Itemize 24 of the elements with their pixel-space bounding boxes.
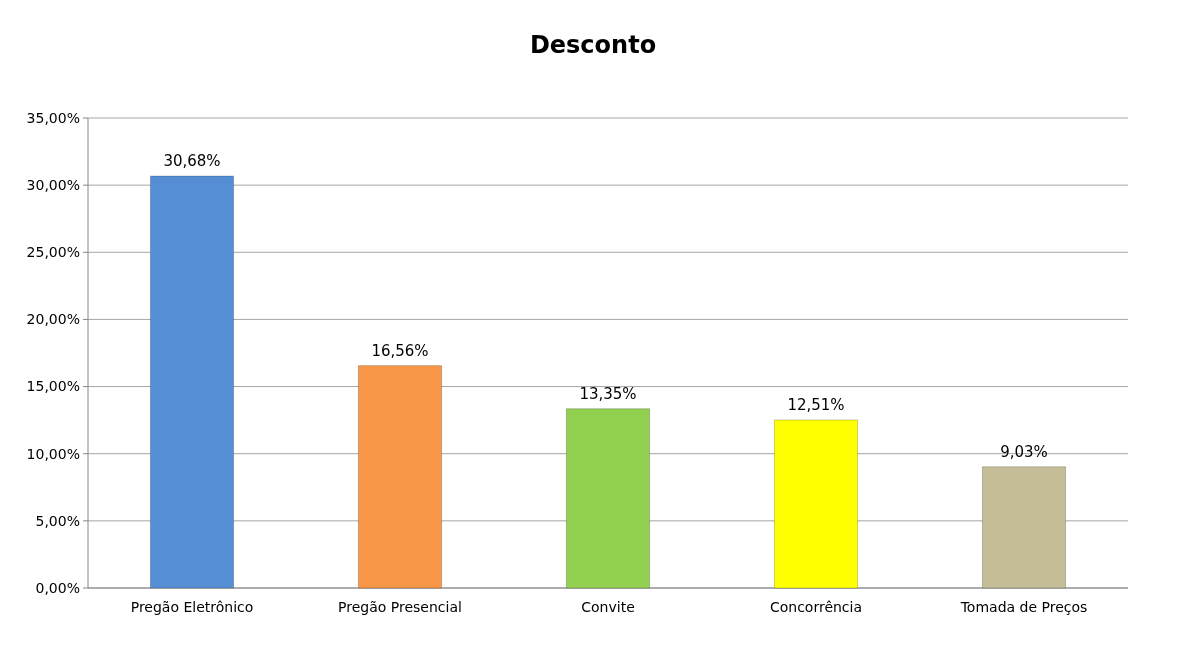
x-tick-label: Concorrência xyxy=(769,599,863,615)
bar xyxy=(981,466,1067,589)
chart-title: Desconto xyxy=(529,31,657,59)
data-label: 16,56% xyxy=(371,341,429,360)
bar xyxy=(773,419,859,589)
y-tick-label: 0,00% xyxy=(35,579,80,596)
y-tick-label: 35,00% xyxy=(26,109,80,126)
y-tick-label: 30,00% xyxy=(26,177,80,194)
x-tick-label: Pregão Eletrônico xyxy=(130,599,254,615)
data-label: 30,68% xyxy=(163,152,221,171)
y-tick-label: 20,00% xyxy=(26,311,80,328)
data-label: 13,35% xyxy=(579,384,637,403)
bar xyxy=(565,408,651,589)
x-tick-label: Pregão Presencial xyxy=(338,599,462,615)
data-label: 9,03% xyxy=(1000,442,1048,461)
x-tick-label: Tomada de Preços xyxy=(959,599,1088,615)
y-tick-label: 25,00% xyxy=(26,244,80,261)
bar xyxy=(357,365,443,589)
y-tick-label: 10,00% xyxy=(26,445,80,462)
y-tick-label: 15,00% xyxy=(26,378,80,395)
data-label: 12,51% xyxy=(787,396,845,415)
bar xyxy=(149,175,235,589)
y-tick-label: 5,00% xyxy=(35,512,80,529)
x-tick-label: Convite xyxy=(581,599,635,615)
